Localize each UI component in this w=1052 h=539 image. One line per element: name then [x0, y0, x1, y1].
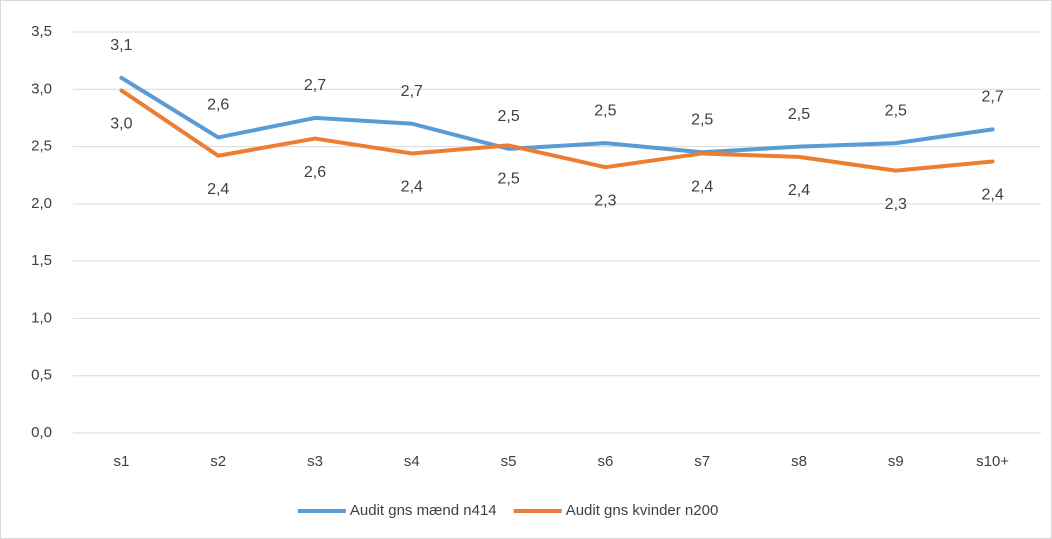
- data-label: 2,4: [981, 187, 1003, 204]
- data-label: 2,5: [497, 108, 519, 125]
- data-label: 2,4: [788, 182, 810, 199]
- data-label: 2,4: [691, 179, 713, 196]
- y-tick-label: 3,5: [31, 23, 52, 40]
- y-tick-label: 0,0: [31, 424, 52, 441]
- x-tick-label: s4: [404, 453, 420, 470]
- x-tick-label: s2: [210, 453, 226, 470]
- data-label: 2,5: [788, 106, 810, 123]
- data-label: 2,5: [497, 171, 519, 188]
- series-line: [119, 88, 995, 173]
- y-tick-label: 2,5: [31, 138, 52, 155]
- x-tick-label: s10+: [976, 453, 1009, 470]
- x-tick-label: s8: [791, 453, 807, 470]
- x-tick-label: s5: [501, 453, 517, 470]
- data-label: 2,6: [304, 164, 326, 181]
- data-label: 2,4: [401, 179, 423, 196]
- y-tick-label: 1,0: [31, 309, 52, 326]
- y-tick-label: 2,0: [31, 195, 52, 212]
- y-tick-label: 1,5: [31, 252, 52, 269]
- data-label: 2,7: [981, 89, 1003, 106]
- data-label: 3,0: [110, 116, 132, 133]
- series-line: [119, 75, 995, 155]
- y-tick-label: 3,0: [31, 80, 52, 97]
- data-label: 2,3: [885, 196, 907, 213]
- data-label: 2,5: [594, 102, 616, 119]
- x-tick-label: s6: [597, 453, 613, 470]
- data-label: 2,4: [207, 181, 229, 198]
- y-tick-label: 0,5: [31, 367, 52, 384]
- x-tick-label: s7: [694, 453, 710, 470]
- data-label: 2,6: [207, 97, 229, 114]
- data-label: 3,1: [110, 37, 132, 54]
- data-label: 2,5: [885, 102, 907, 119]
- x-tick-label: s3: [307, 453, 323, 470]
- x-tick-label: s9: [888, 453, 904, 470]
- legend-label: Audit gns kvinder n200: [566, 502, 719, 519]
- data-label: 2,7: [304, 77, 326, 94]
- data-label: 2,3: [594, 192, 616, 209]
- data-label: 2,7: [401, 83, 423, 100]
- legend-label: Audit gns mænd n414: [350, 502, 497, 519]
- data-label: 2,5: [691, 112, 713, 129]
- x-tick-label: s1: [113, 453, 129, 470]
